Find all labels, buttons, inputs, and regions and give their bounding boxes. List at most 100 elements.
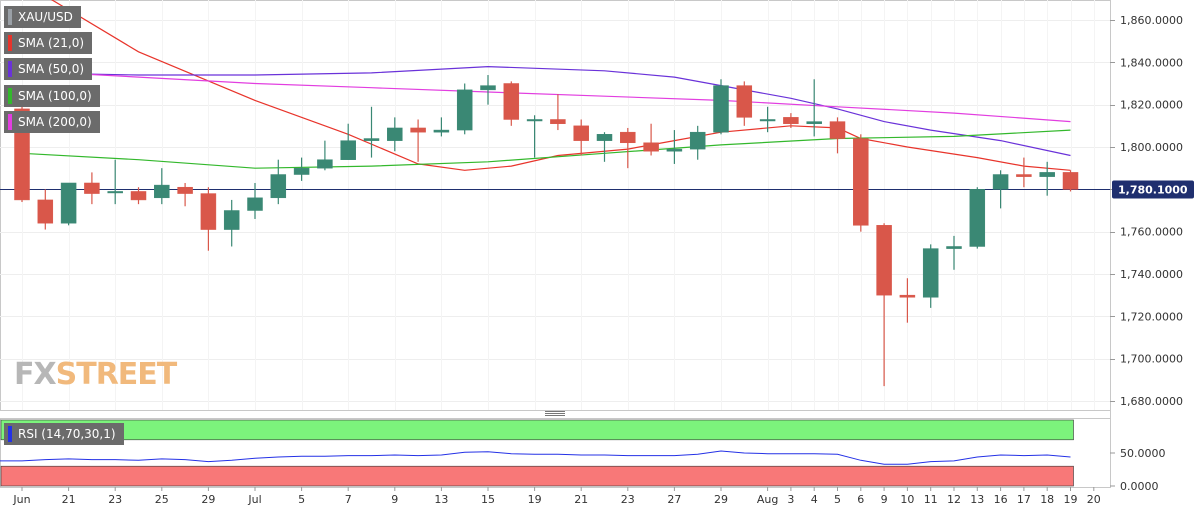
- candle-bear: [620, 131, 636, 144]
- candle-bear: [1062, 172, 1079, 190]
- candle-bull: [526, 119, 543, 122]
- legend-sma100-swatch: [8, 88, 12, 104]
- y-tick-label: 1,700.0000: [1120, 353, 1183, 366]
- legend-symbol-swatch: [8, 9, 12, 25]
- x-tick-label: 27: [667, 493, 681, 506]
- x-tick-label: 10: [900, 493, 914, 506]
- y-tick-label: 1,820.0000: [1120, 99, 1183, 112]
- candle-bull: [666, 148, 683, 152]
- x-tick-label: 29: [201, 493, 215, 506]
- legend-sma100-label: SMA (100,0): [18, 89, 92, 103]
- y-tick-label: 1,840.0000: [1120, 56, 1183, 69]
- x-tick-label: 7: [345, 493, 352, 506]
- x-tick-label: 4: [811, 493, 818, 506]
- candle-bear: [84, 182, 100, 194]
- x-tick-label: 13: [970, 493, 984, 506]
- candle-bear: [177, 186, 193, 194]
- logo-part-fx: FX: [14, 357, 57, 392]
- x-tick-label: 9: [391, 493, 398, 506]
- x-tick-label: 5: [834, 493, 841, 506]
- current-price-label: 1,780.1000: [1118, 184, 1188, 197]
- candle-bull: [713, 85, 729, 133]
- candle-bull: [689, 131, 706, 150]
- legend-rsi-swatch: [8, 426, 12, 442]
- x-tick-label: 21: [62, 493, 76, 506]
- x-tick-label: 5: [298, 493, 305, 506]
- candle-bear: [876, 225, 892, 296]
- legend-sma50-swatch: [8, 61, 12, 77]
- candle-bear: [573, 125, 589, 141]
- x-tick-label: 3: [787, 493, 794, 506]
- rsi-oversold-zone: [0, 465, 1074, 487]
- x-tick-label: 20: [1087, 493, 1101, 506]
- rsi-overbought-zone: [0, 419, 1074, 441]
- candle-bear: [130, 191, 147, 201]
- x-tick-label: 19: [1064, 493, 1078, 506]
- candle-bull: [60, 182, 77, 224]
- fxstreet-logo: FXSTREET: [14, 357, 178, 392]
- x-tick-label: 16: [994, 493, 1008, 506]
- candle-bear: [550, 119, 566, 124]
- candle-bull: [456, 89, 473, 131]
- current-price-badge: [1112, 180, 1194, 199]
- x-tick-label: Jul: [247, 493, 261, 506]
- candle-bull: [922, 248, 939, 298]
- y-tick-label: 1,760.0000: [1120, 226, 1183, 239]
- candle-bull: [480, 85, 496, 91]
- candle-bull: [247, 197, 263, 211]
- candle-bull: [969, 189, 986, 247]
- legend-sma21-swatch: [8, 35, 12, 51]
- candle-bull: [992, 174, 1009, 190]
- candle-bull: [759, 119, 776, 122]
- x-tick-label: 21: [574, 493, 588, 506]
- sma-line-50: [21, 65, 1071, 157]
- x-tick-label: 6: [857, 493, 864, 506]
- x-tick-label: 12: [947, 493, 961, 506]
- sma-line-100: [21, 129, 1071, 169]
- rsi-y-tick-label: 50.0000: [1120, 447, 1166, 460]
- candle-bear: [829, 121, 846, 139]
- candle-bull: [387, 127, 403, 141]
- candle-bull: [154, 184, 170, 199]
- candle-bear: [899, 294, 916, 298]
- x-tick-label: 29: [714, 493, 728, 506]
- candle-bull: [433, 129, 450, 133]
- y-tick-label: 1,680.0000: [1120, 395, 1183, 408]
- y-tick-label: 1,860.0000: [1120, 14, 1183, 27]
- y-tick-label: 1,800.0000: [1120, 141, 1183, 154]
- x-tick-label: 23: [108, 493, 122, 506]
- candle-bear: [410, 127, 426, 133]
- legend-symbol-label: XAU/USD: [18, 10, 73, 24]
- candle-bear: [853, 138, 869, 226]
- candle-bull: [317, 159, 333, 169]
- logo-part-street: STREET: [55, 357, 178, 392]
- pane-resize-handle[interactable]: [545, 411, 565, 416]
- legend-symbol[interactable]: XAU/USD: [4, 6, 81, 28]
- legend-rsi[interactable]: RSI (14,70,30,1): [4, 423, 124, 445]
- candle-bull: [223, 210, 240, 230]
- x-tick-label: 17: [1017, 493, 1031, 506]
- x-tick-label: 18: [1040, 493, 1054, 506]
- legend-sma200-label: SMA (200,0): [18, 115, 92, 129]
- legend-sma50-label: SMA (50,0): [18, 62, 85, 76]
- legend-sma200-swatch: [8, 114, 12, 130]
- x-tick-label: Jun: [12, 493, 30, 506]
- candle-bull: [596, 134, 613, 141]
- x-tick-label: Aug: [757, 493, 778, 506]
- x-tick-label: 19: [528, 493, 542, 506]
- legend-sma200[interactable]: SMA (200,0): [4, 111, 100, 133]
- x-tick-label: 15: [481, 493, 495, 506]
- rsi-y-tick-label: 0.0000: [1120, 480, 1159, 493]
- candle-bull: [363, 138, 380, 141]
- rsi-line: [0, 450, 1071, 465]
- candle-bear: [37, 199, 54, 224]
- candle-bear: [643, 142, 659, 152]
- legend-sma100[interactable]: SMA (100,0): [4, 85, 100, 107]
- candle-bull: [107, 191, 123, 194]
- legend-sma50[interactable]: SMA (50,0): [4, 58, 93, 80]
- legend-sma21[interactable]: SMA (21,0): [4, 32, 93, 54]
- candle-bull: [946, 246, 962, 249]
- candle-bull: [340, 140, 356, 160]
- legend-rsi-label: RSI (14,70,30,1): [18, 427, 116, 441]
